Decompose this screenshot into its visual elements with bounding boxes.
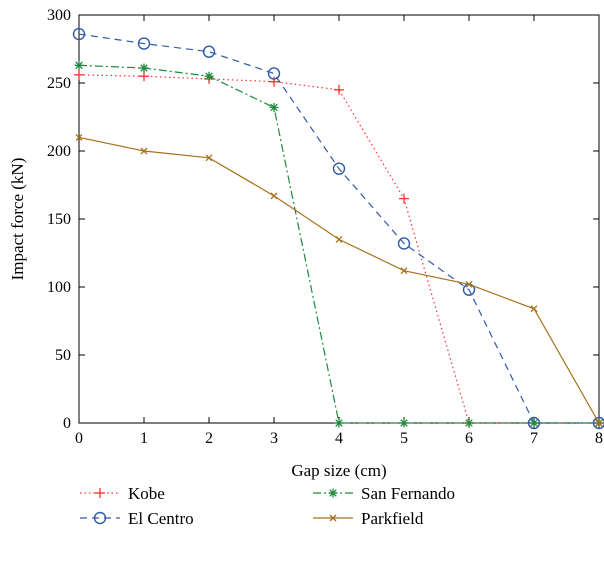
legend-marker-el-centro: [93, 511, 107, 525]
data-point-parkfield: [75, 133, 83, 141]
data-point-kobe: [334, 84, 344, 95]
data-point-el-centro: [137, 37, 151, 50]
series-line-el-centro: [78, 33, 599, 424]
legend-item-kobe: Kobe: [80, 484, 165, 503]
data-point-kobe: [74, 69, 84, 80]
legend-item-el-centro: El Centro: [80, 509, 194, 528]
x-tick-label: 8: [595, 430, 603, 447]
y-tick-label: 150: [47, 211, 71, 228]
data-point-kobe: [399, 193, 409, 204]
data-point-el-centro: [202, 45, 216, 58]
data-point-parkfield: [465, 280, 473, 288]
data-point-san-fernando: [334, 418, 344, 428]
x-tick-label: 5: [400, 430, 408, 447]
series-line-san-fernando: [78, 64, 599, 424]
data-point-el-centro: [332, 162, 346, 175]
y-tick-label: 50: [55, 347, 71, 364]
axes-layer: 0 1 2 3 4 5 6 7 8 0 50 100 150 200 250 300: [47, 7, 603, 447]
data-point-san-fernando: [139, 63, 149, 73]
data-point-san-fernando: [74, 60, 84, 70]
x-tick-label: 3: [270, 430, 278, 447]
legend-marker-san-fernando: [328, 488, 338, 498]
data-point-parkfield: [530, 305, 538, 313]
data-point-el-centro: [72, 27, 86, 41]
data-point-parkfield: [140, 147, 148, 155]
x-tick-label: 0: [75, 430, 83, 447]
legend: Kobe El Centro San Fernando Parkfield: [80, 484, 455, 528]
x-axis-label: Gap size (cm): [291, 461, 386, 480]
data-point-parkfield: [400, 267, 408, 275]
data-point-parkfield: [270, 192, 278, 200]
y-axis-label: Impact force (kN): [8, 158, 27, 281]
series-line-parkfield: [78, 136, 600, 424]
legend-label-el-centro: El Centro: [128, 509, 194, 528]
x-tick-label: 4: [335, 430, 343, 447]
data-point-parkfield: [205, 154, 213, 162]
data-point-el-centro: [397, 237, 411, 250]
legend-marker-parkfield: [329, 514, 337, 522]
data-point-san-fernando: [204, 71, 214, 81]
legend-marker-kobe: [95, 488, 105, 498]
data-point-san-fernando: [269, 102, 279, 112]
series-parkfield: [75, 133, 603, 427]
data-point-parkfield: [595, 419, 603, 427]
data-point-san-fernando: [464, 418, 474, 428]
series-line-kobe: [78, 74, 599, 424]
y-tick-label: 0: [63, 415, 71, 432]
data-point-kobe: [139, 71, 149, 82]
legend-item-parkfield: Parkfield: [313, 509, 424, 528]
x-tick-label: 7: [530, 430, 538, 447]
x-tick-label: 6: [465, 430, 473, 447]
legend-label-san-fernando: San Fernando: [361, 484, 455, 503]
data-point-san-fernando: [529, 418, 539, 428]
x-tick-label: 2: [205, 430, 213, 447]
series-kobe: [74, 69, 604, 428]
y-tick-label: 100: [47, 279, 71, 296]
legend-label-parkfield: Parkfield: [361, 509, 424, 528]
series-san-fernando: [74, 60, 604, 428]
plot-frame: [78, 14, 600, 424]
data-point-el-centro: [267, 67, 281, 80]
series-layer: [72, 27, 604, 430]
y-tick-label: 250: [47, 75, 71, 92]
legend-label-kobe: Kobe: [128, 484, 165, 503]
y-tick-label: 200: [47, 143, 71, 160]
data-point-san-fernando: [399, 418, 409, 428]
legend-item-san-fernando: San Fernando: [313, 484, 455, 503]
y-tick-label: 300: [47, 7, 71, 24]
x-tick-label: 1: [140, 430, 148, 447]
data-point-parkfield: [335, 235, 343, 243]
